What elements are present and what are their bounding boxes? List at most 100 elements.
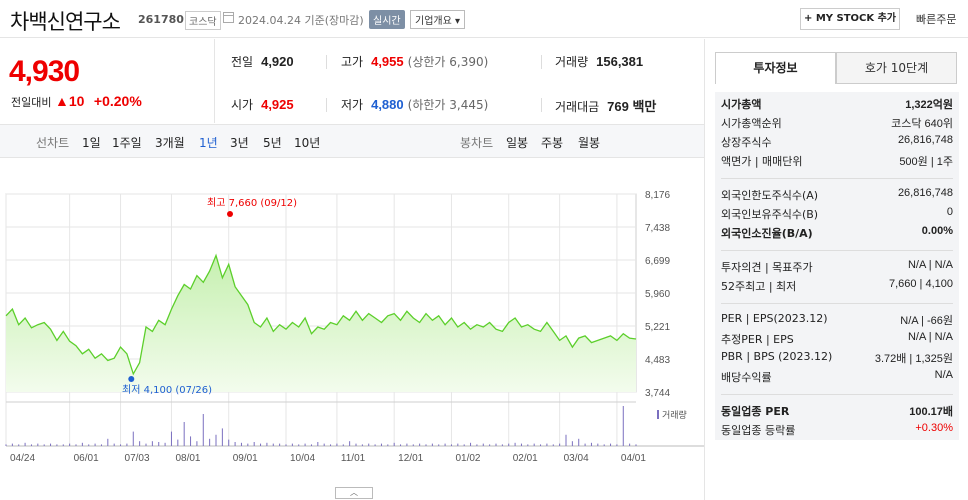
chevron-up-icon: ︿ [350, 488, 358, 497]
info-value: N/A | N/A [907, 331, 953, 343]
info-label: 52주최고 | 최저 [721, 280, 797, 293]
period-3y[interactable]: 3년 [230, 136, 249, 150]
info-label: 상장주식수 [721, 136, 772, 149]
candle-chart-label: 봉차트 [460, 136, 494, 150]
x-tick-label: 01/02 [455, 453, 480, 464]
stat-open: 시가 4,925 [231, 96, 294, 113]
info-value: 3.72배 | 1,325원 [874, 353, 953, 365]
info-label: 시가총액 [721, 98, 762, 111]
price-line [5, 253, 637, 376]
x-tick-label: 09/01 [233, 453, 258, 464]
quick-order-link[interactable]: 빠른주문 [916, 13, 957, 26]
add-mystock-button[interactable]: + MY STOCK 추가 [800, 8, 900, 30]
divider [721, 178, 953, 179]
period-10y[interactable]: 10년 [294, 136, 321, 150]
divider [721, 250, 953, 251]
stock-title: 차백신연구소 [10, 10, 121, 34]
company-overview-button[interactable]: 기업개요 ▾ [410, 10, 465, 29]
stat-high: 고가 4,955 (상한가 6,390) [341, 53, 488, 70]
x-tick-label: 08/01 [175, 453, 200, 464]
info-value: 500원 | 1주 [899, 156, 953, 168]
y-tick-label: 6,699 [645, 256, 670, 267]
info-tabs: 투자정보 호가 10단계 [715, 52, 959, 84]
info-value: 1,322억원 [905, 99, 953, 111]
info-value: N/A [934, 369, 953, 381]
low-marker [128, 376, 135, 382]
y-tick-label: 3,744 [645, 388, 670, 399]
period-1w[interactable]: 1주일 [112, 136, 142, 150]
x-tick-label: 06/01 [74, 453, 99, 464]
x-tick-label: 11/01 [341, 453, 366, 464]
info-label: 동일업종 등락률 [721, 424, 796, 437]
high-label: 최고 7,660 (09/12) [207, 197, 297, 209]
x-tick-label: 02/01 [513, 453, 538, 464]
x-tick-label: 04/01 [621, 453, 646, 464]
stat-label: 거래량 [555, 55, 589, 69]
period-3m[interactable]: 3개월 [155, 136, 185, 150]
tab-investment-info[interactable]: 투자정보 [715, 52, 836, 84]
x-tick-label: 03/04 [564, 453, 589, 464]
divider [326, 55, 327, 69]
info-label: 외국인소진율(B/A) [721, 227, 813, 240]
high-marker [227, 211, 233, 217]
info-value: 100.17배 [909, 406, 953, 418]
stock-code: 261780 [138, 13, 184, 26]
candle-weekly[interactable]: 주봉 [541, 136, 564, 150]
stat-value: 4,955 [371, 54, 404, 69]
stat-value: 769 백만 [607, 99, 657, 114]
info-label: 외국인한도주식수(A) [721, 189, 819, 202]
price-summary: 4,930 전일대비 ▲10 +0.20% [0, 39, 215, 123]
stat-label: 시가 [231, 98, 254, 112]
info-label: 시가총액순위 [721, 117, 782, 130]
stat-volume: 거래량 156,381 [555, 53, 643, 70]
stock-header: 차백신연구소 261780 코스닥 2024.04.24 기준(장마감) 실시간… [0, 0, 968, 38]
stat-amount: 거래대금 769 백만 [555, 96, 656, 115]
volume-label: 거래량 [662, 409, 687, 421]
realtime-button[interactable]: 실시간 [369, 10, 405, 29]
info-value: 26,816,748 [897, 187, 953, 199]
candle-daily[interactable]: 일봉 [506, 136, 529, 150]
upper-limit: (상한가 6,390) [407, 55, 489, 69]
x-tick-label: 07/03 [125, 453, 150, 464]
divider [541, 55, 542, 69]
divider [721, 394, 953, 395]
info-value: 0 [946, 206, 953, 218]
market-badge: 코스닥 [185, 11, 221, 30]
price-area [6, 255, 636, 392]
stat-value: 4,925 [261, 97, 294, 112]
info-label: 액면가 | 매매단위 [721, 155, 803, 168]
tab-orderbook[interactable]: 호가 10단계 [836, 52, 957, 84]
stat-value: 4,880 [371, 97, 404, 112]
low-label: 최저 4,100 (07/26) [122, 384, 212, 396]
info-value: 7,660 | 4,100 [888, 278, 953, 290]
info-value: 코스닥 640위 [891, 118, 953, 130]
info-label: 배당수익률 [721, 371, 772, 384]
collapse-button[interactable]: ︿ [335, 487, 373, 499]
lower-limit: (하한가 3,445) [407, 98, 489, 112]
y-tick-label: 8,176 [645, 190, 670, 201]
info-label: PER | EPS(2023.12) [721, 312, 828, 325]
price-chart[interactable]: 8,176 7,438 6,699 5,960 5,221 4,483 3,744 최고 7,… [0, 180, 704, 500]
y-tick-label: 5,221 [645, 322, 670, 333]
candle-monthly[interactable]: 월봉 [578, 136, 601, 150]
period-1y[interactable]: 1년 [199, 136, 218, 150]
y-tick-label: 7,438 [645, 223, 670, 234]
line-chart-label: 선차트 [36, 136, 70, 150]
current-price: 4,930 [9, 55, 80, 88]
divider [326, 98, 327, 112]
divider [541, 98, 542, 112]
x-tick-label: 12/01 [398, 453, 423, 464]
period-1d[interactable]: 1일 [82, 136, 101, 150]
info-value: N/A | -66원 [900, 315, 953, 327]
period-5y[interactable]: 5년 [263, 136, 282, 150]
period-selector: 선차트 1일 1주일 3개월 1년 3년 5년 10년 봉차트 일봉 주봉 월봉 [0, 124, 704, 158]
up-arrow-icon: ▲ [54, 93, 69, 109]
y-tick-label: 5,960 [645, 289, 670, 300]
info-value: 26,816,748 [897, 134, 953, 146]
x-tick-label: 10/04 [290, 453, 315, 464]
x-tick-label: 04/24 [10, 453, 35, 464]
y-tick-label: 4,483 [645, 355, 670, 366]
change-label: 전일대비 [11, 96, 52, 109]
